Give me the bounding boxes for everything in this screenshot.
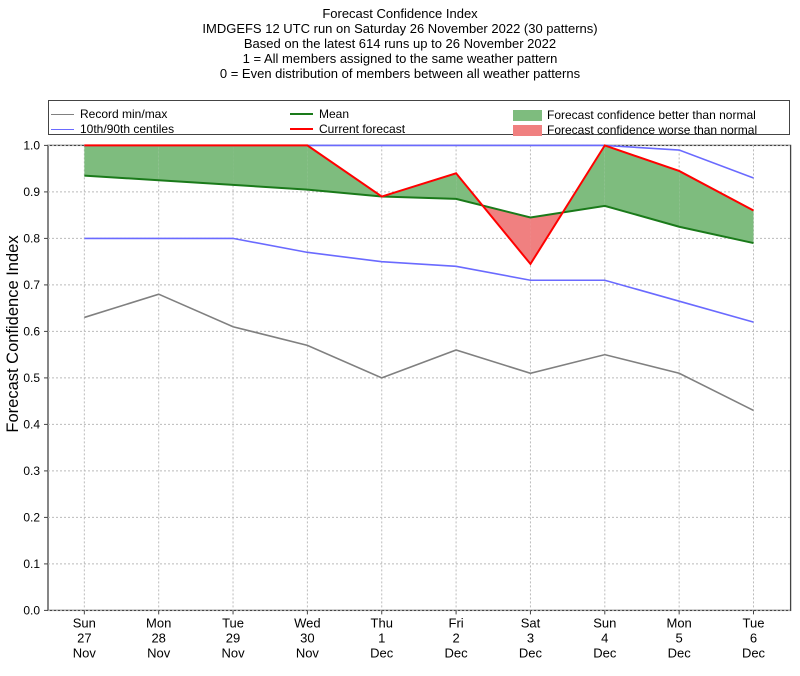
svg-text:Mon: Mon (146, 615, 171, 630)
svg-text:Sat: Sat (521, 615, 541, 630)
svg-text:Dec: Dec (370, 645, 394, 660)
svg-text:0.2: 0.2 (23, 510, 40, 524)
svg-text:0.7: 0.7 (23, 278, 40, 292)
svg-text:Nov: Nov (221, 645, 245, 660)
svg-text:Wed: Wed (294, 615, 321, 630)
svg-text:5: 5 (676, 630, 683, 645)
svg-text:29: 29 (226, 630, 240, 645)
svg-text:Fri: Fri (449, 615, 464, 630)
svg-text:Sun: Sun (73, 615, 96, 630)
svg-text:1.0: 1.0 (23, 138, 40, 152)
svg-text:0.4: 0.4 (23, 417, 40, 431)
svg-text:0.9: 0.9 (23, 185, 40, 199)
svg-text:Dec: Dec (668, 645, 692, 660)
svg-text:Nov: Nov (147, 645, 171, 660)
svg-text:0.0: 0.0 (23, 603, 40, 617)
svg-text:6: 6 (750, 630, 757, 645)
svg-text:Dec: Dec (742, 645, 766, 660)
svg-text:Nov: Nov (73, 645, 97, 660)
svg-text:0.3: 0.3 (23, 464, 40, 478)
svg-text:28: 28 (151, 630, 165, 645)
svg-text:0.6: 0.6 (23, 324, 40, 338)
svg-text:Sun: Sun (593, 615, 616, 630)
svg-text:Dec: Dec (445, 645, 469, 660)
svg-text:0.5: 0.5 (23, 371, 40, 385)
svg-text:Tue: Tue (743, 615, 765, 630)
svg-text:0.1: 0.1 (23, 557, 40, 571)
svg-text:30: 30 (300, 630, 314, 645)
svg-text:2: 2 (452, 630, 459, 645)
svg-text:4: 4 (601, 630, 608, 645)
svg-text:3: 3 (527, 630, 534, 645)
svg-text:0.8: 0.8 (23, 231, 40, 245)
svg-text:Mon: Mon (667, 615, 692, 630)
svg-text:Tue: Tue (222, 615, 244, 630)
svg-text:Dec: Dec (593, 645, 617, 660)
svg-text:Thu: Thu (371, 615, 393, 630)
svg-text:27: 27 (77, 630, 91, 645)
svg-text:1: 1 (378, 630, 385, 645)
svg-text:Nov: Nov (296, 645, 320, 660)
svg-text:Dec: Dec (519, 645, 543, 660)
